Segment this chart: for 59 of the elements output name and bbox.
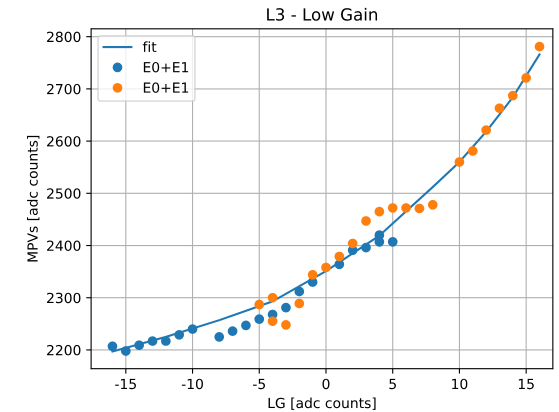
y-tick-label: 2700 [47, 84, 80, 94]
legend-label: E0+E1 [144, 62, 188, 72]
x-tick-label: 0 [322, 378, 330, 390]
point [281, 320, 291, 330]
point [468, 146, 478, 156]
point [134, 340, 144, 350]
chart-title: L3 - Low Gain [267, 8, 378, 21]
point [388, 203, 398, 213]
point [120, 346, 131, 356]
point [294, 286, 304, 296]
point [268, 316, 278, 326]
point [494, 103, 504, 114]
x-axis-title: LG [adc counts] [268, 397, 376, 410]
point [160, 336, 171, 346]
point [388, 237, 398, 247]
point [281, 302, 291, 313]
y-tick-label: 2600 [47, 136, 80, 147]
legend-label: E0+E1 [144, 82, 188, 93]
point [254, 300, 264, 310]
point [148, 336, 158, 346]
y-tick-label: 2200 [47, 344, 80, 356]
point [108, 341, 118, 352]
point [334, 259, 344, 270]
point [334, 252, 344, 262]
point [361, 216, 371, 226]
y-axis-title: MPVs [adc counts] [27, 136, 40, 262]
point [254, 314, 264, 324]
point [268, 292, 278, 303]
point [521, 73, 532, 83]
point [374, 206, 384, 216]
y-tick-label: 2300 [47, 292, 80, 304]
point [214, 332, 224, 342]
point [294, 298, 304, 308]
point [374, 230, 384, 240]
point [241, 320, 251, 330]
x-tick-label: -10 [182, 378, 203, 390]
point [348, 238, 358, 248]
y-tick-label: 2500 [47, 188, 80, 199]
x-tick-label: 5 [389, 378, 396, 390]
point [428, 200, 438, 210]
point [228, 326, 238, 336]
point [508, 90, 518, 101]
y-tick-label: 2400 [47, 240, 80, 251]
point [401, 203, 411, 213]
x-tick-label: -5 [253, 378, 265, 390]
point [534, 42, 544, 52]
point [188, 324, 198, 334]
legend-label: fit [142, 41, 156, 52]
point [481, 125, 491, 135]
point [174, 330, 184, 340]
y-tick-label: 2800 [47, 32, 80, 42]
point [414, 204, 424, 214]
point [308, 270, 318, 280]
point [361, 242, 371, 252]
point [454, 157, 464, 167]
x-tick-label: 10 [452, 378, 468, 390]
x-tick-label: 15 [518, 378, 534, 390]
point [321, 262, 331, 272]
x-tick-label: -15 [115, 378, 136, 390]
